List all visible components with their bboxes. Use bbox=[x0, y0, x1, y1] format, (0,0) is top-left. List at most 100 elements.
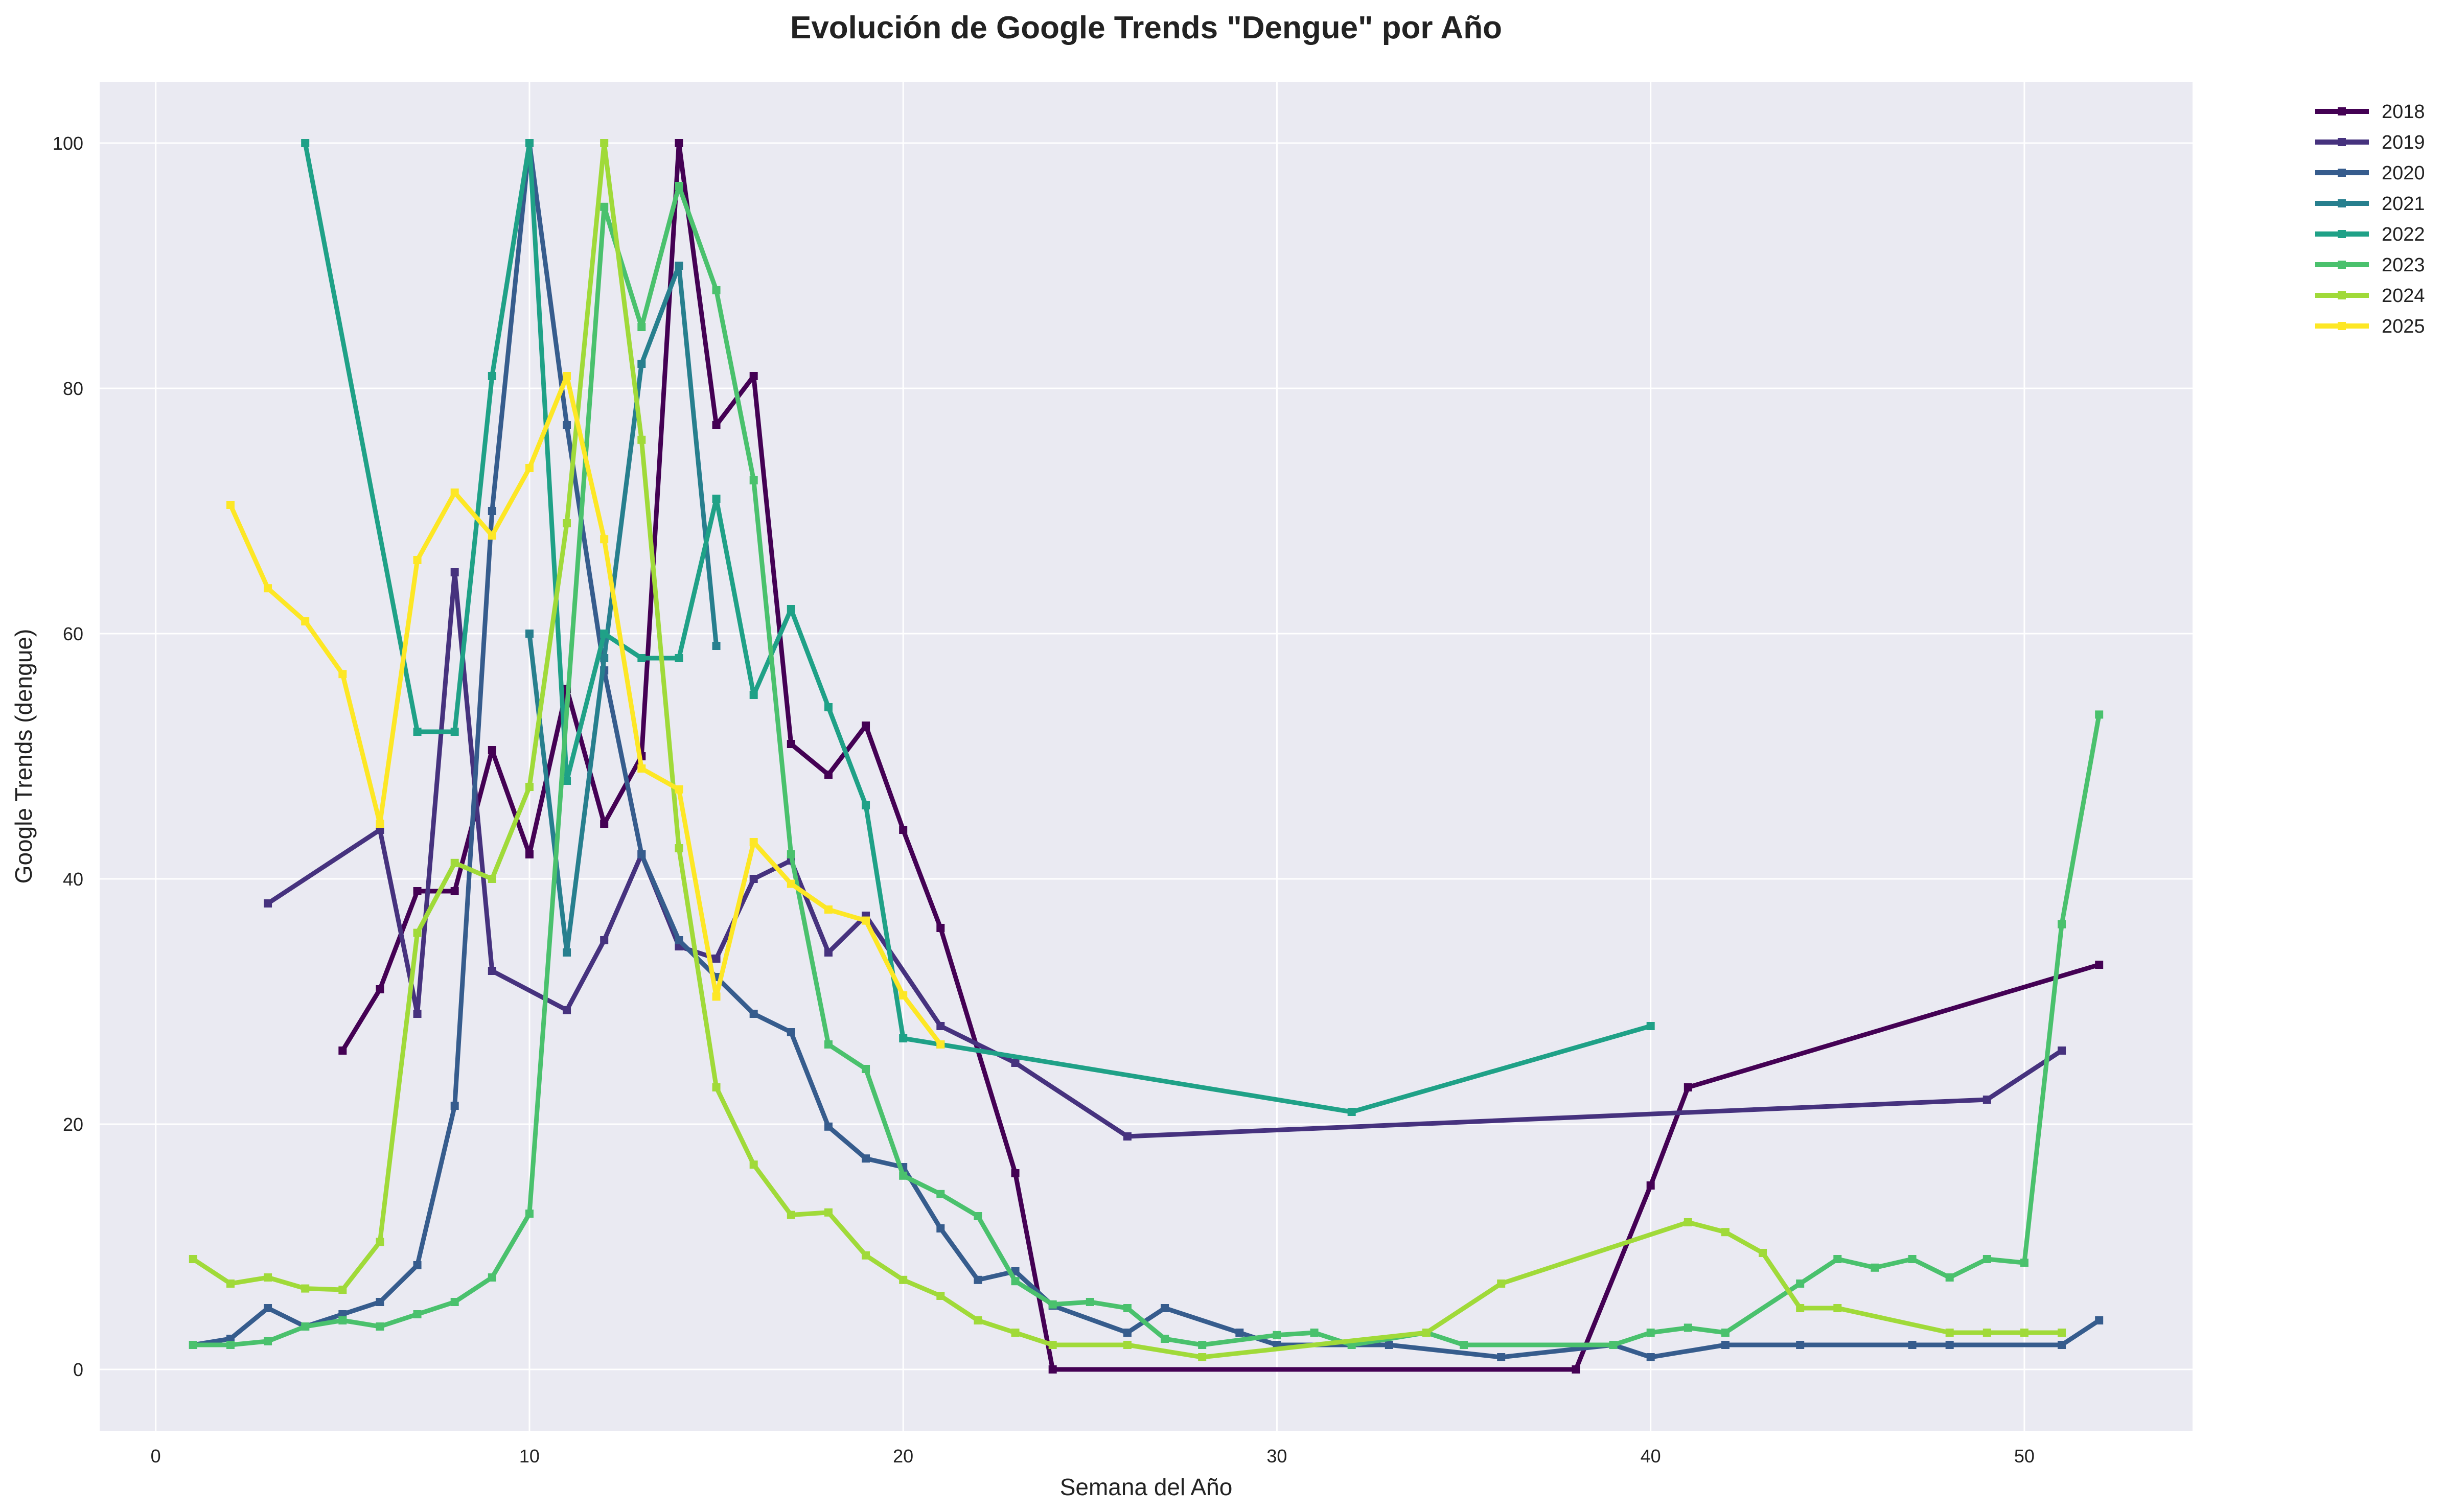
data-point bbox=[264, 1337, 272, 1345]
data-point bbox=[1347, 1108, 1356, 1116]
y-axis-label: Google Trends (dengue) bbox=[10, 629, 37, 884]
data-point bbox=[637, 850, 646, 858]
data-point bbox=[413, 887, 422, 895]
data-point bbox=[749, 875, 758, 883]
legend-item-2023: 2023 bbox=[2315, 254, 2425, 276]
data-point bbox=[450, 887, 459, 895]
x-tick-label: 50 bbox=[2014, 1446, 2035, 1467]
data-point bbox=[450, 1102, 459, 1110]
data-point bbox=[1684, 1323, 1692, 1332]
data-point bbox=[525, 139, 534, 147]
x-axis-ticks: 0 10 20 30 40 50 bbox=[151, 1446, 2035, 1467]
data-point bbox=[413, 1310, 422, 1318]
data-point bbox=[1982, 1096, 1991, 1104]
data-point bbox=[264, 1273, 272, 1282]
data-point bbox=[488, 531, 496, 540]
data-point bbox=[563, 372, 571, 380]
legend-item-2024: 2024 bbox=[2315, 285, 2425, 307]
data-point bbox=[301, 1284, 310, 1293]
data-point bbox=[1684, 1218, 1692, 1226]
data-point bbox=[675, 844, 683, 852]
data-point bbox=[1123, 1341, 1132, 1349]
data-point bbox=[712, 642, 721, 650]
data-point bbox=[936, 924, 945, 932]
data-point bbox=[675, 262, 683, 270]
data-point bbox=[1982, 1255, 1991, 1263]
y-tick-label: 40 bbox=[63, 869, 83, 890]
data-point bbox=[936, 1040, 945, 1049]
data-point bbox=[600, 820, 609, 828]
data-point bbox=[1422, 1329, 1431, 1337]
data-point bbox=[488, 372, 496, 380]
data-point bbox=[637, 323, 646, 331]
data-point bbox=[1198, 1353, 1207, 1361]
x-tick-label: 40 bbox=[1641, 1446, 1661, 1467]
data-point bbox=[1908, 1255, 1917, 1263]
data-point bbox=[338, 670, 347, 679]
data-point bbox=[488, 1273, 496, 1282]
data-point bbox=[675, 936, 683, 944]
data-point bbox=[1609, 1341, 1618, 1349]
data-point bbox=[862, 1065, 870, 1073]
legend-label: 2021 bbox=[2382, 193, 2425, 215]
data-point bbox=[1721, 1329, 1730, 1337]
data-point bbox=[488, 507, 496, 515]
legend: 2018 2019 2020 2021 2022 2023 2024 2025 bbox=[2315, 101, 2425, 337]
y-tick-label: 0 bbox=[73, 1359, 83, 1380]
plot-area bbox=[100, 82, 2193, 1431]
data-point bbox=[675, 785, 683, 794]
data-point bbox=[264, 899, 272, 908]
data-point bbox=[525, 783, 534, 791]
data-point bbox=[1310, 1329, 1319, 1337]
x-tick-label: 30 bbox=[1266, 1446, 1287, 1467]
data-point bbox=[301, 139, 310, 147]
data-point bbox=[450, 728, 459, 736]
data-point bbox=[1646, 1181, 1655, 1190]
data-point bbox=[749, 476, 758, 484]
data-point bbox=[749, 372, 758, 380]
data-point bbox=[1796, 1341, 1805, 1349]
data-point bbox=[488, 875, 496, 883]
data-point bbox=[450, 568, 459, 576]
data-point bbox=[862, 1154, 870, 1163]
data-point bbox=[488, 746, 496, 754]
data-point bbox=[824, 948, 833, 957]
data-point bbox=[376, 1238, 384, 1246]
data-point bbox=[1011, 1169, 1020, 1177]
legend-marker bbox=[2338, 169, 2346, 177]
legend-item-2021: 2021 bbox=[2315, 193, 2425, 215]
series-2018 bbox=[338, 139, 2104, 1374]
data-point bbox=[1646, 1353, 1655, 1361]
data-point bbox=[637, 764, 646, 773]
data-point bbox=[2020, 1329, 2028, 1337]
data-point bbox=[712, 1083, 721, 1091]
data-point bbox=[1796, 1304, 1805, 1312]
y-axis-ticks: 0 20 40 60 80 100 bbox=[53, 133, 83, 1380]
legend-marker bbox=[2338, 261, 2346, 269]
legend-item-2025: 2025 bbox=[2315, 316, 2425, 337]
data-point bbox=[1497, 1353, 1506, 1361]
data-point bbox=[600, 202, 609, 211]
data-point bbox=[2095, 710, 2104, 719]
data-point bbox=[1048, 1365, 1057, 1374]
data-point bbox=[226, 1341, 235, 1349]
data-point bbox=[1982, 1329, 1991, 1337]
data-point bbox=[301, 617, 310, 625]
legend-label: 2025 bbox=[2382, 316, 2425, 337]
data-point bbox=[450, 489, 459, 497]
data-point bbox=[2058, 1329, 2066, 1337]
data-point bbox=[824, 1040, 833, 1049]
y-tick-label: 60 bbox=[63, 623, 83, 644]
data-point bbox=[1684, 1083, 1692, 1091]
data-point bbox=[1759, 1249, 1767, 1257]
x-tick-label: 20 bbox=[893, 1446, 913, 1467]
data-point bbox=[899, 1171, 908, 1180]
data-point bbox=[563, 1006, 571, 1014]
data-point bbox=[1833, 1255, 1842, 1263]
series-line bbox=[228, 374, 943, 1047]
data-point bbox=[413, 1261, 422, 1269]
series-2024 bbox=[189, 139, 2066, 1361]
chart-title: Evolución de Google Trends "Dengue" por … bbox=[790, 10, 1502, 45]
data-point bbox=[712, 955, 721, 963]
